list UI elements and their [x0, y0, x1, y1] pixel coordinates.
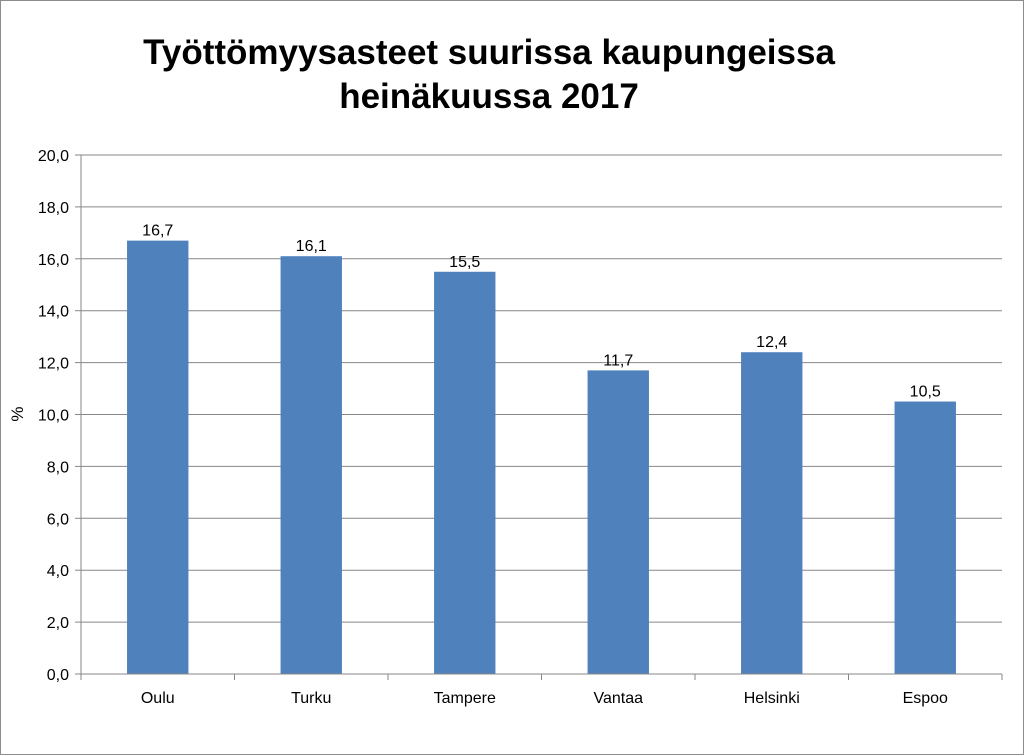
- data-label: 16,7: [142, 223, 173, 240]
- gridlines: [81, 154, 1002, 623]
- y-tick-label: 10,0: [38, 408, 69, 425]
- y-tick-label: 20,0: [38, 148, 69, 165]
- y-axis-title: %: [8, 406, 27, 421]
- bar: [127, 240, 189, 674]
- data-label: 12,4: [756, 334, 787, 351]
- y-tick-label: 14,0: [38, 304, 69, 321]
- chart-title: Työttömyysasteet suurissa kaupungeissa h…: [1, 31, 977, 119]
- data-label: 11,7: [603, 352, 633, 369]
- bar: [587, 370, 649, 674]
- labels: 0,0 2,0 4,0 6,0 8,0 10,0 12,0 14,0 16,0 18,0 20,0 1…: [38, 148, 948, 707]
- category-label: Turku: [291, 690, 331, 707]
- y-tick-label: 18,0: [38, 200, 69, 217]
- y-tick-label: 0,0: [47, 667, 69, 684]
- bar: [280, 256, 342, 674]
- data-label: 15,5: [449, 254, 480, 271]
- axes: [75, 154, 1003, 680]
- y-tick-label: 4,0: [47, 563, 69, 580]
- bar: [894, 401, 956, 674]
- category-label: Oulu: [141, 690, 175, 707]
- category-label: Vantaa: [593, 690, 643, 707]
- chart-title-line-2: heinäkuussa 2017: [339, 77, 639, 116]
- category-label: Tampere: [434, 690, 496, 707]
- bar: [434, 271, 496, 674]
- bar: [741, 352, 803, 674]
- y-tick-label: 8,0: [47, 459, 69, 476]
- bars: [127, 240, 956, 674]
- y-tick-label: 16,0: [38, 252, 69, 269]
- data-label: 10,5: [910, 384, 941, 401]
- chart-title-line-1: Työttömyysasteet suurissa kaupungeissa: [143, 33, 835, 72]
- category-label: Helsinki: [744, 690, 800, 707]
- y-tick-label: 12,0: [38, 356, 69, 373]
- y-tick-label: 6,0: [47, 511, 69, 528]
- category-label: Espoo: [903, 690, 948, 707]
- y-tick-label: 2,0: [47, 615, 69, 632]
- data-label: 16,1: [296, 238, 327, 255]
